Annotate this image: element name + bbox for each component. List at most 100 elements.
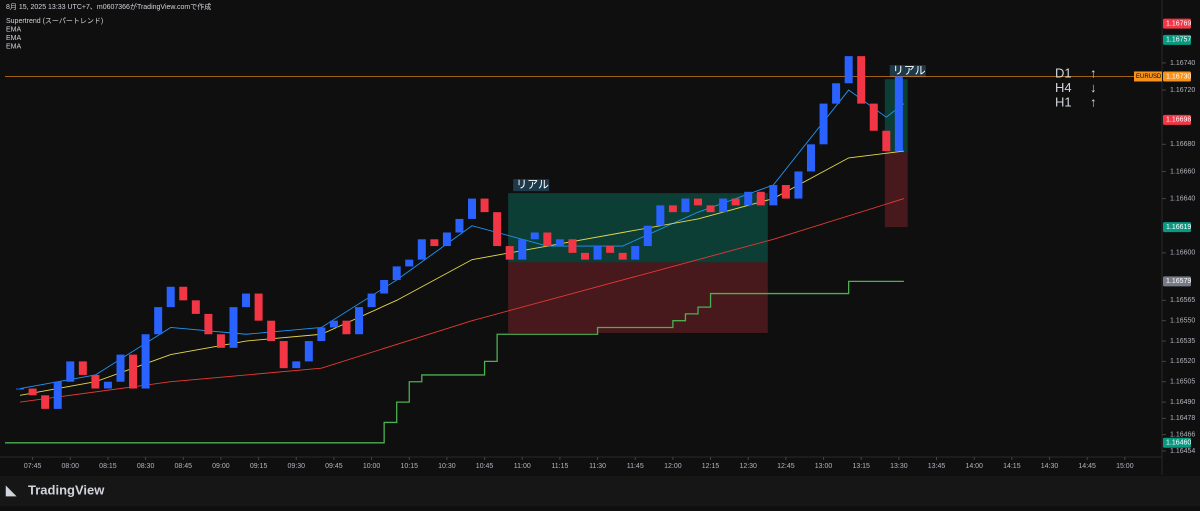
indicator-line [5,280,904,444]
candle [103,381,112,389]
candle [731,198,740,206]
x-tick-label: 13:15 [852,463,870,470]
candle [480,198,489,213]
candle [781,185,790,199]
candle [894,76,903,152]
x-tick-label: 15:00 [1116,463,1134,470]
candle [694,198,702,206]
candle [292,361,301,369]
x-tick-label: 09:00 [212,463,230,470]
candle [593,246,602,260]
box-label: リアル [893,65,926,77]
candle [430,239,439,247]
candle [618,252,627,260]
loss-zone [884,152,908,228]
candle [719,198,728,213]
y-tick-label: 1.16720 [1170,87,1195,94]
candle [53,381,62,409]
x-tick-label: 08:30 [137,463,155,470]
x-tick-label: 14:45 [1078,463,1096,470]
y-tick-label: 1.16505 [1170,379,1195,386]
x-tick-label: 09:30 [287,463,305,470]
candle [568,239,577,253]
candle [405,259,414,267]
candle [555,239,564,247]
price-tag [1163,34,1191,45]
x-tick-label: 10:30 [438,463,456,470]
candle [304,341,313,362]
y-tick-label: 1.16550 [1170,318,1195,325]
candle [882,130,891,152]
label-bg [889,65,926,78]
x-tick-label: 12:45 [777,463,795,470]
candle [166,286,175,308]
x-tick-label: 14:00 [965,463,983,470]
x-tick-label: 10:15 [400,463,418,470]
y-tick-label: 1.16660 [1170,168,1195,175]
timeframe-arrow: ↑ [1090,65,1097,80]
candle [844,56,853,84]
timeframe: H1 [1055,94,1072,109]
header: 8月 15, 2025 13:33 UTC+7、m0607366がTrading… [6,2,211,11]
y-tick-label: 1.16740 [1170,60,1195,67]
y-tick-label: 1.16640 [1170,195,1195,202]
x-tick-label: 13:45 [928,463,946,470]
candle [530,232,539,240]
candle [442,232,451,247]
tag-name: EURUSD [1136,74,1162,80]
candle [543,232,552,247]
loss-zone [508,262,768,333]
candle [329,320,338,328]
x-tick-label: 14:15 [1003,463,1021,470]
y-tick-label: 1.16600 [1170,250,1195,257]
candle [455,218,464,233]
price-tag-label: 1.16757 [1166,37,1191,44]
candle [832,83,841,104]
timeframe: H4 [1055,80,1072,95]
candle [468,198,477,219]
price-tag-label: 1.16730 [1166,73,1191,80]
x-tick-label: 07:45 [24,463,42,470]
x-tick-label: 11:15 [551,463,568,470]
candle [342,320,351,335]
indicator-line [20,198,905,403]
candle [706,205,715,213]
x-tick-label: 08:15 [99,463,117,470]
candle [380,279,389,294]
legend-entry: EMA [6,35,22,42]
x-tick-label: 09:15 [250,463,268,470]
price-tag-label: 1.16579 [1166,278,1191,285]
candle [116,354,125,382]
price-tag [1163,18,1191,29]
x-tick-label: 09:45 [325,463,343,470]
price-tag-label: 1.16619 [1166,224,1191,231]
candle [668,205,677,213]
y-tick-label: 1.16490 [1170,399,1195,406]
candle [66,361,75,382]
footer [0,476,1200,506]
candle [869,103,878,131]
price-tag [1163,114,1191,125]
candle [28,388,37,396]
timeframe-arrow: ↓ [1090,80,1097,95]
candle [78,361,87,375]
candle [216,334,225,348]
y-tick-label: 1.16565 [1170,297,1195,304]
candle [417,239,426,260]
legend-entry: Supertrend (スーパートレンド) [6,17,103,25]
x-tick-label: 11:30 [589,463,606,470]
x-tick-label: 13:30 [890,463,908,470]
candle [656,205,665,226]
candle [493,212,502,247]
x-tick-label: 11:45 [627,463,644,470]
candle [744,191,753,206]
candle [317,327,326,342]
candle [16,388,25,390]
candle [806,144,815,172]
price-tag-label: 1.16769 [1166,20,1191,27]
candle [819,103,828,145]
price-tag [1163,437,1191,448]
y-tick-label: 1.16478 [1170,415,1195,422]
x-tick-label: 13:00 [815,463,833,470]
